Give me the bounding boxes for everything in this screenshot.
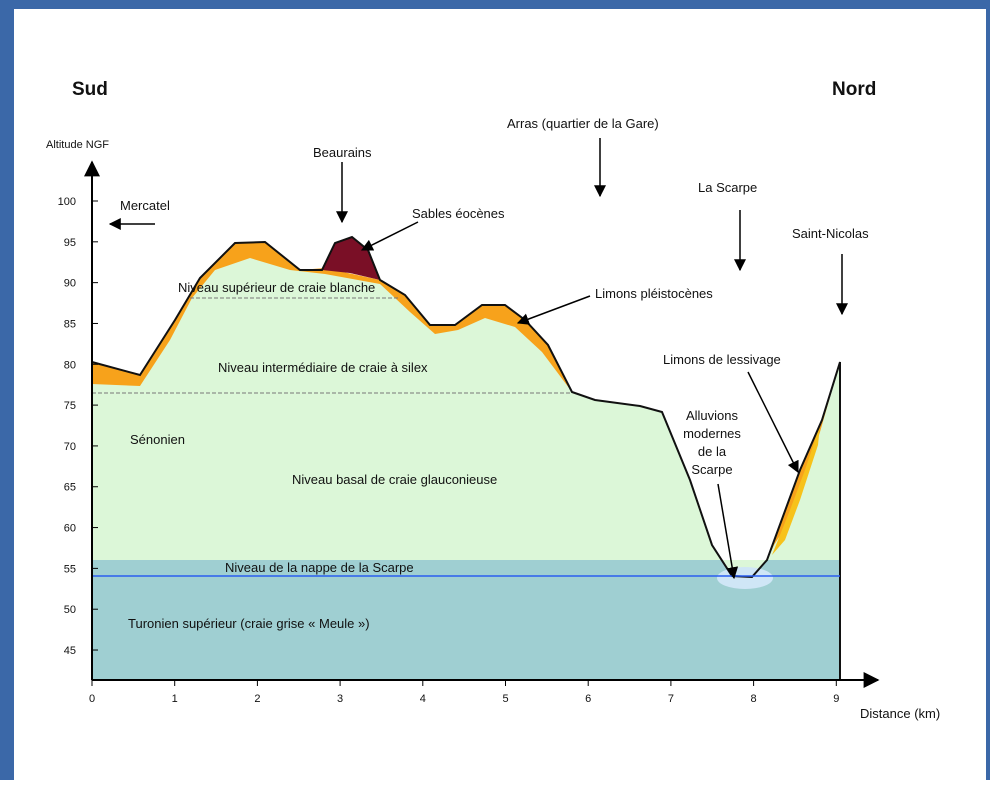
layer-label: Niveau de la nappe de la Scarpe	[225, 560, 414, 575]
annotation: Sables éocènes	[412, 206, 505, 221]
page: Sud Nord Altitude NGF Distance (km) Merc…	[0, 0, 990, 780]
x-axis-label: Distance (km)	[860, 706, 940, 721]
x-tick-label: 9	[833, 693, 839, 705]
y-tick-label: 45	[64, 645, 76, 657]
y-tick-label: 90	[64, 278, 76, 290]
x-tick-label: 4	[420, 693, 426, 705]
north: Nord	[832, 79, 876, 100]
y-tick-label: 70	[64, 441, 76, 453]
x-tick-label: 6	[585, 693, 591, 705]
x-tick-label: 3	[337, 693, 343, 705]
y-tick-label: 85	[64, 318, 76, 330]
annotation: Alluvions	[686, 408, 739, 423]
layer-label: Niveau supérieur de craie blanche	[178, 280, 375, 295]
y-tick-label: 65	[64, 482, 76, 494]
y-tick-label: 80	[64, 359, 76, 371]
annotation: modernes	[683, 426, 741, 441]
annotation: Limons pléistocènes	[595, 286, 713, 301]
x-tick-label: 0	[89, 693, 95, 705]
y-tick-label: 75	[64, 400, 76, 412]
x-tick-label: 1	[172, 693, 178, 705]
annotation: Limons de lessivage	[663, 352, 781, 367]
annotation: de la	[698, 444, 727, 459]
place: Saint-Nicolas	[792, 226, 869, 241]
x-tick-label: 7	[668, 693, 674, 705]
y-tick-label: 60	[64, 523, 76, 535]
place: Beaurains	[313, 145, 372, 160]
y-tick-label: 95	[64, 237, 76, 249]
layer-label: Turonien supérieur (craie grise « Meule …	[128, 616, 370, 631]
layer-label: Sénonien	[130, 432, 185, 447]
layer-label: Niveau intermédiaire de craie à silex	[218, 360, 428, 375]
annotation: Scarpe	[691, 462, 732, 477]
south: Sud	[72, 79, 108, 100]
x-tick-label: 5	[502, 693, 508, 705]
alluvium	[717, 567, 773, 589]
place: Arras (quartier de la Gare)	[507, 116, 659, 131]
y-tick-label: 100	[58, 196, 76, 208]
y-tick-label: 50	[64, 604, 76, 616]
y-axis-label: Altitude NGF	[46, 139, 109, 151]
x-tick-label: 8	[751, 693, 757, 705]
layer-label: Niveau basal de craie glauconieuse	[292, 472, 497, 487]
place: Mercatel	[120, 198, 170, 213]
x-tick-label: 2	[254, 693, 260, 705]
y-tick-label: 55	[64, 563, 76, 575]
place: La Scarpe	[698, 180, 757, 195]
